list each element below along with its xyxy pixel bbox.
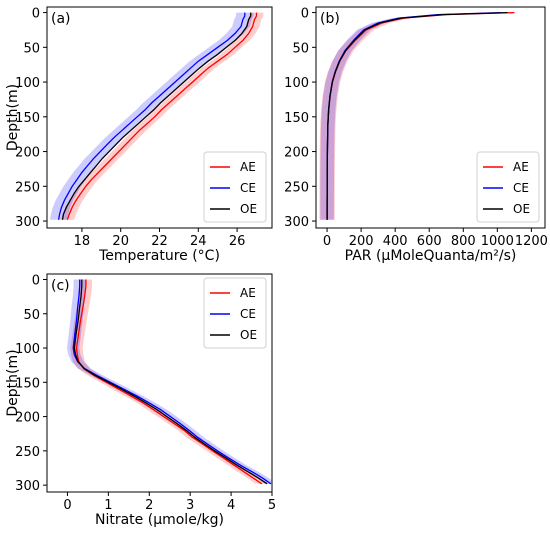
band-ce (49, 12, 254, 220)
x-tick-label: 20 (112, 234, 129, 249)
y-tick-label: 150 (284, 111, 309, 126)
panel-label: (a) (51, 11, 71, 27)
x-tick-label: 4 (227, 498, 235, 513)
y-tick-label: 100 (15, 76, 40, 91)
series-line-oe (61, 12, 252, 220)
y-axis-label: Depth(m) (5, 84, 21, 151)
plot-area (49, 12, 264, 220)
y-tick-label: 300 (15, 215, 40, 230)
panel-a-temperature: 18 20 22 24 26 0 50 100 150 200 250 300 Temperature … (5, 6, 273, 264)
y-tick-label: 250 (15, 180, 40, 195)
legend-box (203, 277, 267, 349)
panel-label: (c) (51, 278, 70, 294)
axes-frame (315, 6, 546, 229)
x-tick-label: 18 (74, 234, 91, 249)
y-tick-label: 50 (292, 41, 309, 56)
panel-b-par: 0 200 400 600 800 1000 1200 0 50 100 150 200 250 300 P… (284, 6, 548, 264)
legend-box (203, 151, 267, 223)
plot-area (319, 11, 522, 220)
legend-label-oe: OE (240, 202, 257, 216)
x-tick-label: 1000 (481, 234, 514, 249)
x-tick-label: 400 (383, 234, 408, 249)
y-tick-label: 100 (15, 342, 40, 357)
x-tick-label: 5 (268, 498, 276, 513)
x-tick-label: 26 (229, 234, 246, 249)
x-tick-label: 1 (104, 498, 112, 513)
legend: AE CE OE (476, 151, 540, 223)
series-line-oe (73, 279, 268, 485)
x-tick-label: 22 (151, 234, 168, 249)
legend-box (476, 151, 540, 223)
legend: AE CE OE (203, 277, 267, 349)
series-line-ae (66, 12, 258, 220)
y-tick-label: 0 (301, 7, 309, 22)
x-tick-label: 800 (451, 234, 476, 249)
y-tick-label: 200 (15, 146, 40, 161)
x-tick-label: 600 (417, 234, 442, 249)
series-line-ce (72, 279, 272, 485)
legend-label-ce: CE (240, 307, 256, 321)
y-tick-label: 250 (284, 180, 309, 195)
legend: AE CE OE (203, 151, 267, 223)
plot-area (67, 279, 272, 485)
x-tick-label: 0 (63, 498, 71, 513)
y-tick-label: 200 (284, 146, 309, 161)
series-line-ce (57, 12, 246, 220)
x-tick-label: 2 (145, 498, 153, 513)
axes-frame (46, 273, 273, 493)
y-tick-label: 150 (15, 376, 40, 391)
y-tick-label: 0 (32, 273, 40, 288)
y-axis-label: Depth(m) (5, 349, 21, 416)
y-tick-label: 50 (23, 308, 40, 323)
series-line-ae (75, 279, 263, 485)
y-tick-label: 250 (15, 445, 40, 460)
legend-label-ce: CE (240, 181, 256, 195)
x-tick-label: 3 (186, 498, 194, 513)
legend-label-ae: AE (513, 160, 529, 174)
y-tick-label: 100 (284, 76, 309, 91)
x-axis-label: Temperature (°C) (98, 248, 220, 264)
x-axis-label: PAR (μMoleQuanta/m²/s) (345, 248, 517, 264)
x-tick-label: 1200 (515, 234, 548, 249)
y-tick-label: 150 (15, 111, 40, 126)
y-tick-label: 200 (15, 411, 40, 426)
legend-label-ce: CE (513, 181, 529, 195)
x-tick-label: 0 (323, 234, 331, 249)
y-tick-label: 0 (32, 7, 40, 22)
panel-label: (b) (320, 11, 340, 27)
y-tick-label: 50 (23, 41, 40, 56)
legend-label-ae: AE (240, 160, 256, 174)
legend-label-ae: AE (240, 286, 256, 300)
x-axis-label: Nitrate (μmole/kg) (95, 512, 224, 528)
legend-label-oe: OE (240, 328, 257, 342)
x-tick-label: 24 (190, 234, 207, 249)
series-line-oe (326, 11, 508, 220)
y-tick-label: 300 (284, 215, 309, 230)
y-tick-label: 300 (15, 479, 40, 494)
x-tick-label: 200 (349, 234, 374, 249)
legend-label-oe: OE (513, 202, 530, 216)
